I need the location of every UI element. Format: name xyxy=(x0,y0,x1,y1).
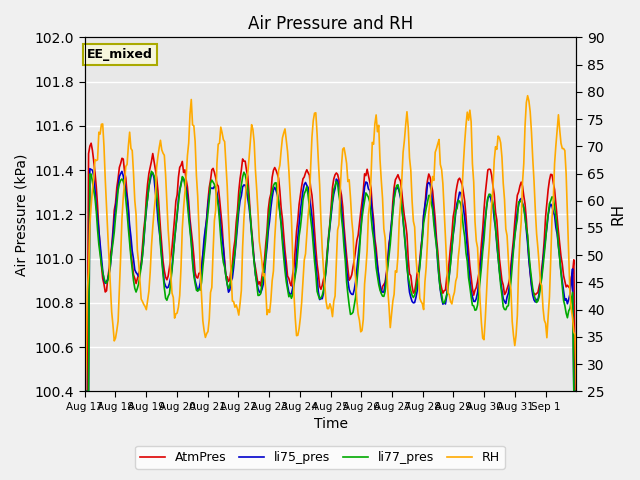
li77_pres xyxy=(148,168,156,174)
Line: li77_pres: li77_pres xyxy=(84,171,577,391)
AtmPres xyxy=(570,257,578,263)
li75_pres xyxy=(86,166,93,171)
AtmPres xyxy=(99,276,106,281)
Line: RH: RH xyxy=(84,96,577,391)
AtmPres xyxy=(335,177,343,182)
RH xyxy=(570,329,578,335)
RH xyxy=(524,93,531,98)
RH xyxy=(81,388,88,394)
Legend: AtmPres, li75_pres, li77_pres, RH: AtmPres, li75_pres, li77_pres, RH xyxy=(135,446,505,469)
li75_pres xyxy=(433,242,440,248)
li77_pres xyxy=(573,388,580,394)
li77_pres xyxy=(335,192,343,198)
li77_pres xyxy=(570,388,578,394)
AtmPres xyxy=(506,276,513,282)
RH xyxy=(113,327,121,333)
Y-axis label: RH: RH xyxy=(610,204,625,226)
Y-axis label: Air Pressure (kPa): Air Pressure (kPa) xyxy=(15,153,29,276)
li75_pres xyxy=(506,282,513,288)
RH xyxy=(573,386,580,392)
li77_pres xyxy=(506,291,513,297)
li75_pres xyxy=(570,388,578,394)
RH xyxy=(431,149,439,155)
RH xyxy=(504,256,512,262)
li75_pres xyxy=(99,268,106,274)
X-axis label: Time: Time xyxy=(314,418,348,432)
li77_pres xyxy=(113,202,121,208)
Title: Air Pressure and RH: Air Pressure and RH xyxy=(248,15,413,33)
Text: EE_mixed: EE_mixed xyxy=(87,48,153,61)
li75_pres xyxy=(115,183,122,189)
li75_pres xyxy=(81,388,88,394)
Line: li75_pres: li75_pres xyxy=(84,168,577,391)
AtmPres xyxy=(433,235,440,241)
RH xyxy=(97,121,105,127)
li77_pres xyxy=(97,262,105,267)
RH xyxy=(334,227,342,233)
AtmPres xyxy=(81,388,88,394)
li75_pres xyxy=(335,184,343,190)
li77_pres xyxy=(81,388,88,394)
AtmPres xyxy=(87,140,95,146)
AtmPres xyxy=(573,388,580,394)
li77_pres xyxy=(433,243,440,249)
AtmPres xyxy=(115,176,122,181)
Line: AtmPres: AtmPres xyxy=(84,143,577,391)
li75_pres xyxy=(573,388,580,394)
